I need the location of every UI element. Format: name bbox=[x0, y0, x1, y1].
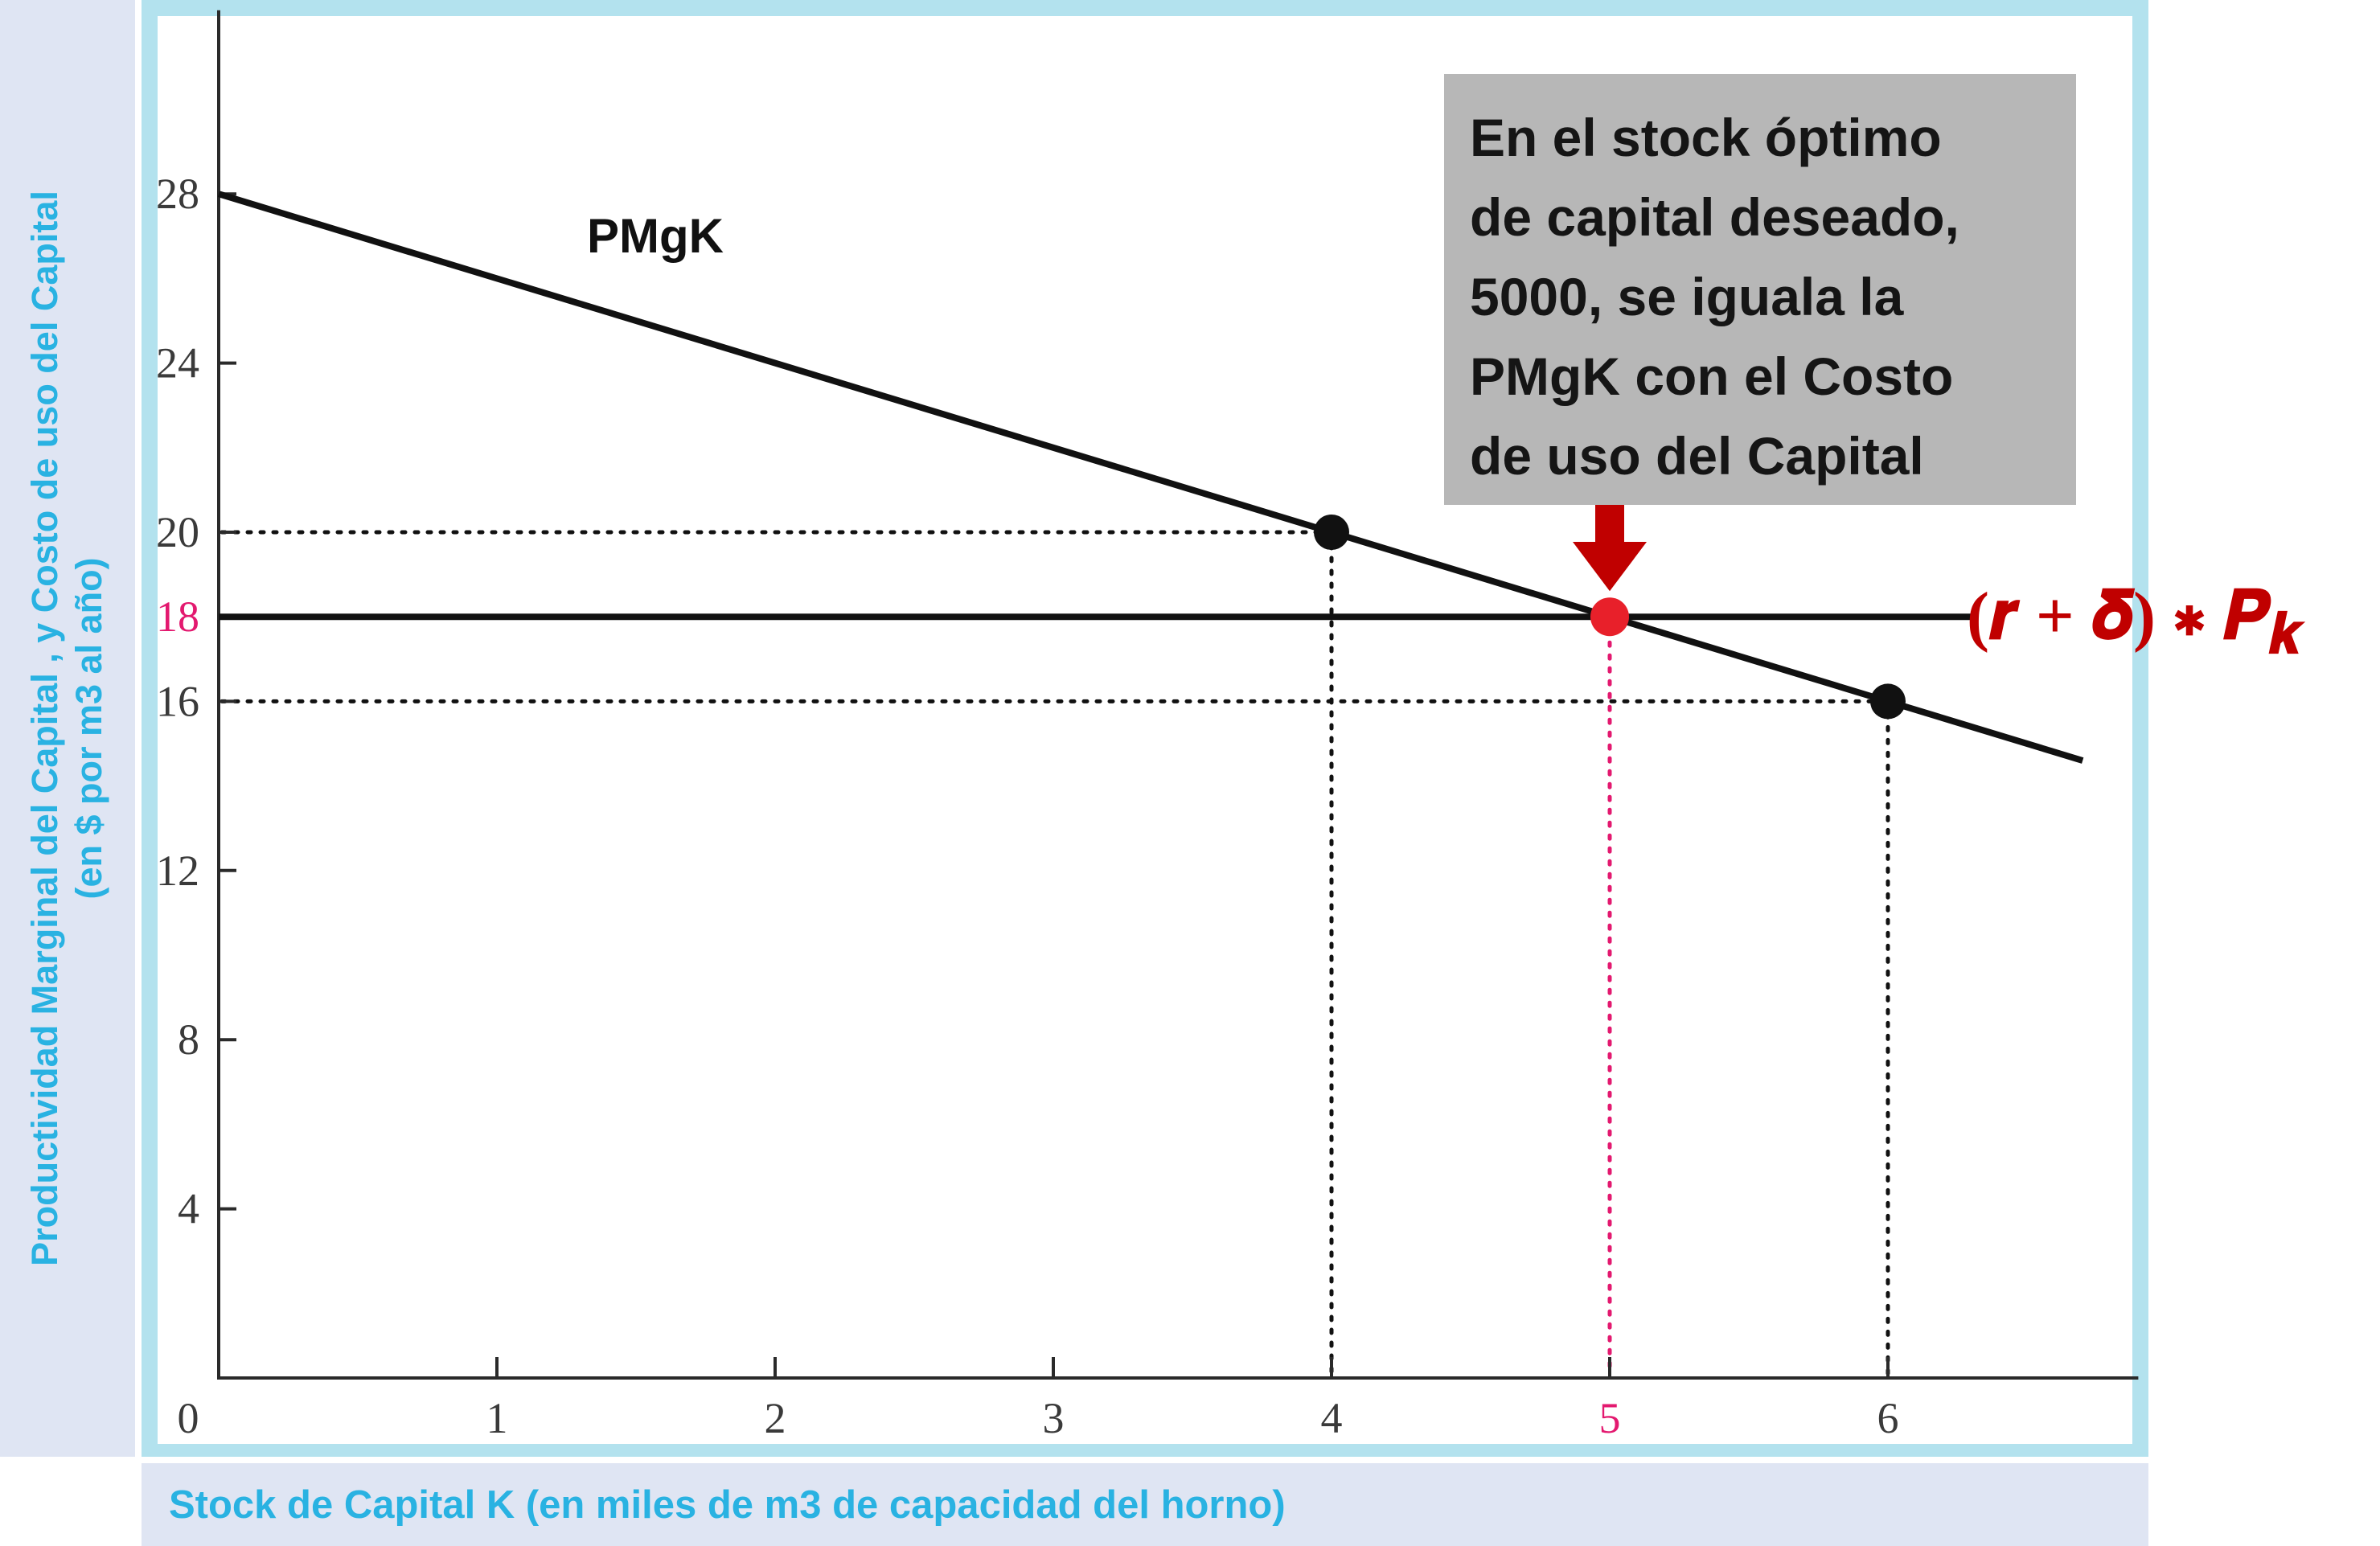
y-tick-label: 24 bbox=[156, 339, 199, 388]
callout-line: de capital deseado, bbox=[1470, 187, 1959, 247]
arrow-shaft bbox=[1595, 505, 1624, 543]
y-tick-label: 4 bbox=[178, 1185, 199, 1233]
y-tick-label: 16 bbox=[156, 677, 199, 725]
x-tick-label: 3 bbox=[1043, 1394, 1065, 1442]
x-axis-title: Stock de Capital K (en miles de m3 de ca… bbox=[169, 1483, 1286, 1527]
x-tick-label: 1 bbox=[486, 1394, 508, 1442]
series-label-pmgk: PMgK bbox=[587, 209, 724, 263]
pmgk-line bbox=[217, 191, 2084, 764]
optimum-point bbox=[1590, 597, 1629, 637]
y-tick-label: 12 bbox=[156, 847, 199, 895]
formula-main: (𝒓 + 𝜹) ∗ 𝑷 bbox=[1967, 579, 2269, 654]
callout-line: 5000, se iguala la bbox=[1470, 267, 1904, 326]
x-tick-label: 0 bbox=[178, 1394, 199, 1442]
x-tick-label: 4 bbox=[1321, 1394, 1343, 1442]
y-axis-title-panel: Productividad Marginal del Capital , y C… bbox=[0, 0, 135, 1457]
y-tick-label: 28 bbox=[156, 170, 199, 218]
y-tick-label: 18 bbox=[156, 593, 199, 641]
data-point bbox=[1314, 515, 1349, 550]
x-axis-title-panel: Stock de Capital K (en miles de m3 de ca… bbox=[142, 1463, 2148, 1546]
x-tick-label: 6 bbox=[1877, 1394, 1899, 1442]
x-tick-label: 2 bbox=[765, 1394, 786, 1442]
cost-of-capital-formula: (𝒓 + 𝜹) ∗ 𝑷𝒌 bbox=[1967, 577, 2303, 667]
arrow-head bbox=[1573, 542, 1647, 592]
callout-line: En el stock óptimo bbox=[1470, 108, 1942, 167]
y-tick-label: 20 bbox=[156, 508, 199, 556]
formula-subscript: 𝒌 bbox=[2268, 603, 2304, 666]
axes bbox=[217, 10, 2139, 1380]
callout-box: En el stock óptimo de capital deseado, 500… bbox=[1444, 74, 2076, 505]
callout-line: PMgK con el Costo bbox=[1470, 347, 1954, 406]
x-tick-label: 5 bbox=[1599, 1394, 1621, 1442]
data-points bbox=[1314, 515, 1906, 720]
callout-line: de uso del Capital bbox=[1470, 426, 1924, 486]
series-lines bbox=[217, 191, 2084, 764]
guide-lines bbox=[220, 530, 1890, 1377]
y-tick-label: 8 bbox=[178, 1015, 199, 1064]
callout-arrow bbox=[1573, 505, 1647, 592]
data-point bbox=[1870, 683, 1906, 720]
